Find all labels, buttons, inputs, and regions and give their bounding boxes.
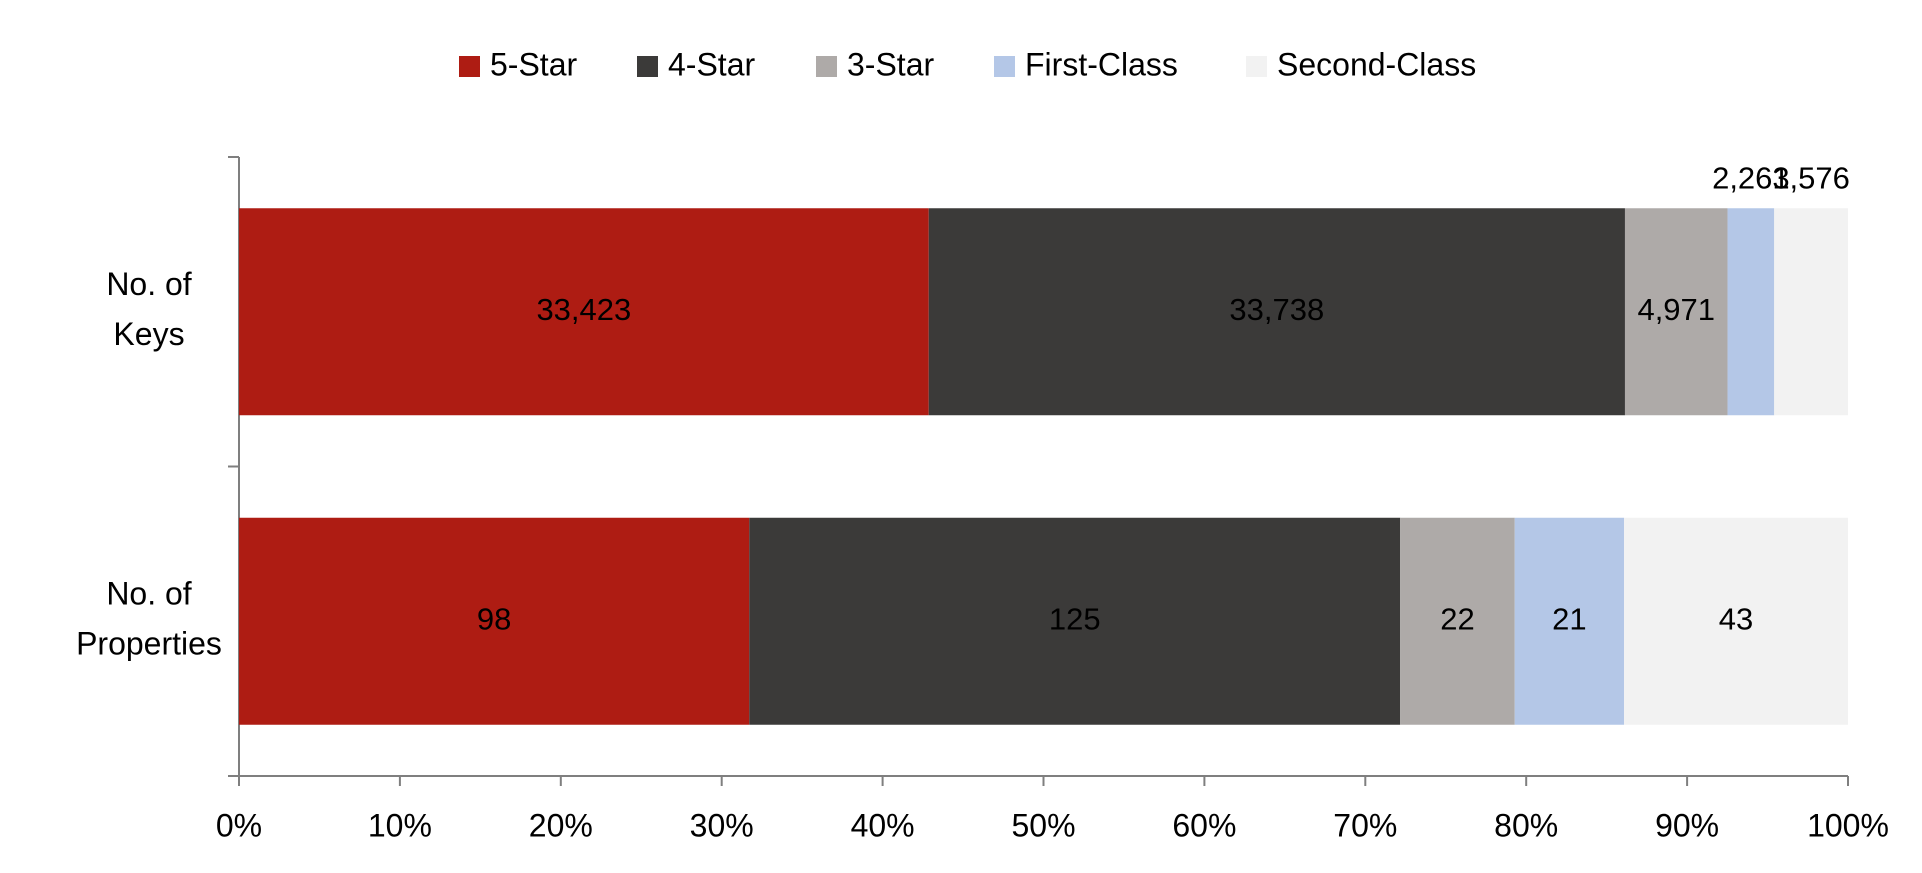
bar-segment xyxy=(1727,208,1775,416)
x-tick-label: 60% xyxy=(1172,807,1236,843)
bar-segment xyxy=(749,517,1401,725)
x-tick-label: 90% xyxy=(1655,807,1719,843)
x-tick-label: 100% xyxy=(1807,807,1889,843)
legend-label: 5-Star xyxy=(490,46,577,82)
bar-segment xyxy=(1624,517,1848,725)
bar-segment xyxy=(1400,517,1515,725)
legend-label: 3-Star xyxy=(847,46,934,82)
legend-swatch xyxy=(1246,56,1267,77)
x-tick-label: 80% xyxy=(1494,807,1558,843)
category-label: No. of Properties xyxy=(76,576,222,662)
data-label: 4,971 xyxy=(1637,292,1715,327)
legend-label: Second-Class xyxy=(1277,46,1476,82)
legend-swatch xyxy=(459,56,480,77)
bar-segment xyxy=(239,208,929,416)
x-tick-label: 50% xyxy=(1011,807,1075,843)
x-tick-label: 30% xyxy=(690,807,754,843)
x-tick-label: 70% xyxy=(1333,807,1397,843)
legend-swatch xyxy=(637,56,658,77)
data-label: 21 xyxy=(1552,601,1586,636)
bar-segment xyxy=(1514,517,1625,725)
x-tick-label: 10% xyxy=(368,807,432,843)
legend-swatch xyxy=(816,56,837,77)
bar-segment xyxy=(1624,208,1728,416)
bar-segment xyxy=(928,208,1625,416)
data-label: 33,423 xyxy=(536,292,631,327)
data-label: 125 xyxy=(1049,601,1101,636)
legend-swatch xyxy=(994,56,1015,77)
x-tick-label: 0% xyxy=(216,807,262,843)
data-label: 3,576 xyxy=(1772,160,1850,195)
x-tick-label: 40% xyxy=(851,807,915,843)
data-label: 33,738 xyxy=(1229,292,1324,327)
bar-segment xyxy=(1774,208,1848,416)
x-tick-label: 20% xyxy=(529,807,593,843)
bar-segment xyxy=(239,517,750,725)
legend-label: First-Class xyxy=(1025,46,1178,82)
category-label: No. of Keys xyxy=(106,266,191,352)
data-label: 2,261 xyxy=(1712,160,1790,195)
legend-label: 4-Star xyxy=(668,46,755,82)
data-label: 43 xyxy=(1719,601,1753,636)
data-label: 22 xyxy=(1440,601,1474,636)
data-label: 98 xyxy=(477,601,511,636)
